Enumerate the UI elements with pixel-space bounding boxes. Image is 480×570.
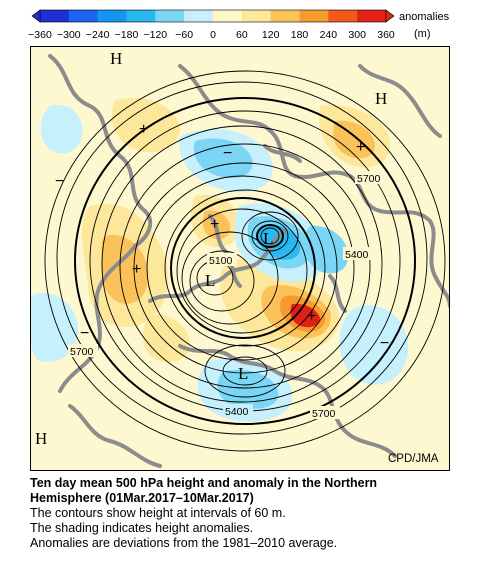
colorbar-left-arrow <box>31 9 41 23</box>
anomaly-signs: + + + + + − − − − <box>55 121 389 352</box>
colorbar-tick-label: 0 <box>210 29 216 41</box>
colorbar-swatch <box>241 10 271 22</box>
caption-line-shading: The shading indicates height anomalies. <box>30 521 254 535</box>
colorbar-tick-label: 180 <box>291 29 309 41</box>
colorbar-swatch <box>68 10 98 22</box>
colorbar-tick-label: 120 <box>262 29 280 41</box>
negative-anomaly-marker: − <box>80 325 89 342</box>
colorbar-swatch <box>328 10 358 22</box>
negative-anomaly-marker: − <box>55 173 64 190</box>
contour-label: 5400 <box>345 249 369 261</box>
colorbar: −360 −300 −240 −180 −120 −60 0 60 120 180 240 300 36… <box>28 9 450 41</box>
bold-height-contours <box>74 97 416 425</box>
caption-line-contours: The contours show height at intervals of… <box>30 506 286 520</box>
hemisphere-map: 5700 5400 5100 5400 5700 5700 H H H L L … <box>30 46 450 471</box>
colorbar-tick-label: 360 <box>377 29 395 41</box>
caption-title-line2: Hemisphere (01Mar.2017–10Mar.2017) <box>30 491 254 505</box>
high-center-marker: H <box>35 429 47 448</box>
contour-label: 5700 <box>357 173 381 185</box>
colorbar-tick-label: −360 <box>28 29 52 41</box>
positive-anomaly-marker: + <box>356 139 365 156</box>
colorbar-unit: (m) <box>414 28 431 40</box>
figure-caption: Ten day mean 500 hPa height and anomaly … <box>30 476 470 551</box>
caption-line-anomalies: Anomalies are deviations from the 1981–2… <box>30 536 338 550</box>
colorbar-tick-label: −180 <box>115 29 139 41</box>
colorbar-right-arrow <box>385 9 395 23</box>
colorbar-swatch <box>126 10 156 22</box>
contour-label: 5400 <box>225 406 249 418</box>
colorbar-swatch <box>97 10 127 22</box>
negative-anomaly-marker: − <box>223 145 232 162</box>
colorbar-swatch <box>184 10 214 22</box>
colorbar-swatch <box>299 10 329 22</box>
positive-anomaly-marker: + <box>307 308 316 325</box>
low-center-marker: L <box>205 271 215 290</box>
colorbar-tick-label: −300 <box>57 29 81 41</box>
colorbar-tick-label: 300 <box>348 29 366 41</box>
colorbar-title: anomalies <box>399 11 450 23</box>
contour-label: 5700 <box>312 408 336 420</box>
colorbar-tick-label: 60 <box>236 29 248 41</box>
low-center-marker: L <box>238 364 248 383</box>
high-center-marker: H <box>110 49 122 68</box>
contour-label: 5100 <box>209 255 233 267</box>
colorbar-tick-labels: −360 −300 −240 −180 −120 −60 0 60 120 180 240 300 36… <box>28 29 395 41</box>
colorbar-tick-label: −240 <box>86 29 110 41</box>
low-center-marker: L <box>263 229 273 248</box>
contour-labels: 5700 5400 5100 5400 5700 5700 <box>68 171 385 420</box>
pressure-centers: H H H L L L <box>35 49 387 448</box>
high-center-marker: H <box>375 89 387 108</box>
colorbar-swatch <box>357 10 387 22</box>
colorbar-tick-label: −120 <box>144 29 168 41</box>
positive-anomaly-marker: + <box>139 121 148 138</box>
positive-anomaly-marker: + <box>210 216 219 233</box>
colorbar-tick-label: −60 <box>175 29 193 41</box>
colorbar-swatch <box>155 10 185 22</box>
contour-label: 5700 <box>70 346 94 358</box>
positive-anomaly-marker: + <box>132 261 141 278</box>
caption-title-line1: Ten day mean 500 hPa height and anomaly … <box>30 476 378 490</box>
colorbar-swatch <box>213 10 243 22</box>
map-border <box>30 46 450 471</box>
negative-anomaly-marker: − <box>380 335 389 352</box>
colorbar-tick-label: 240 <box>320 29 338 41</box>
colorbar-swatches <box>39 9 387 23</box>
map-credit: CPD/JMA <box>388 453 439 465</box>
colorbar-swatch <box>270 10 300 22</box>
colorbar-swatch <box>40 10 70 22</box>
